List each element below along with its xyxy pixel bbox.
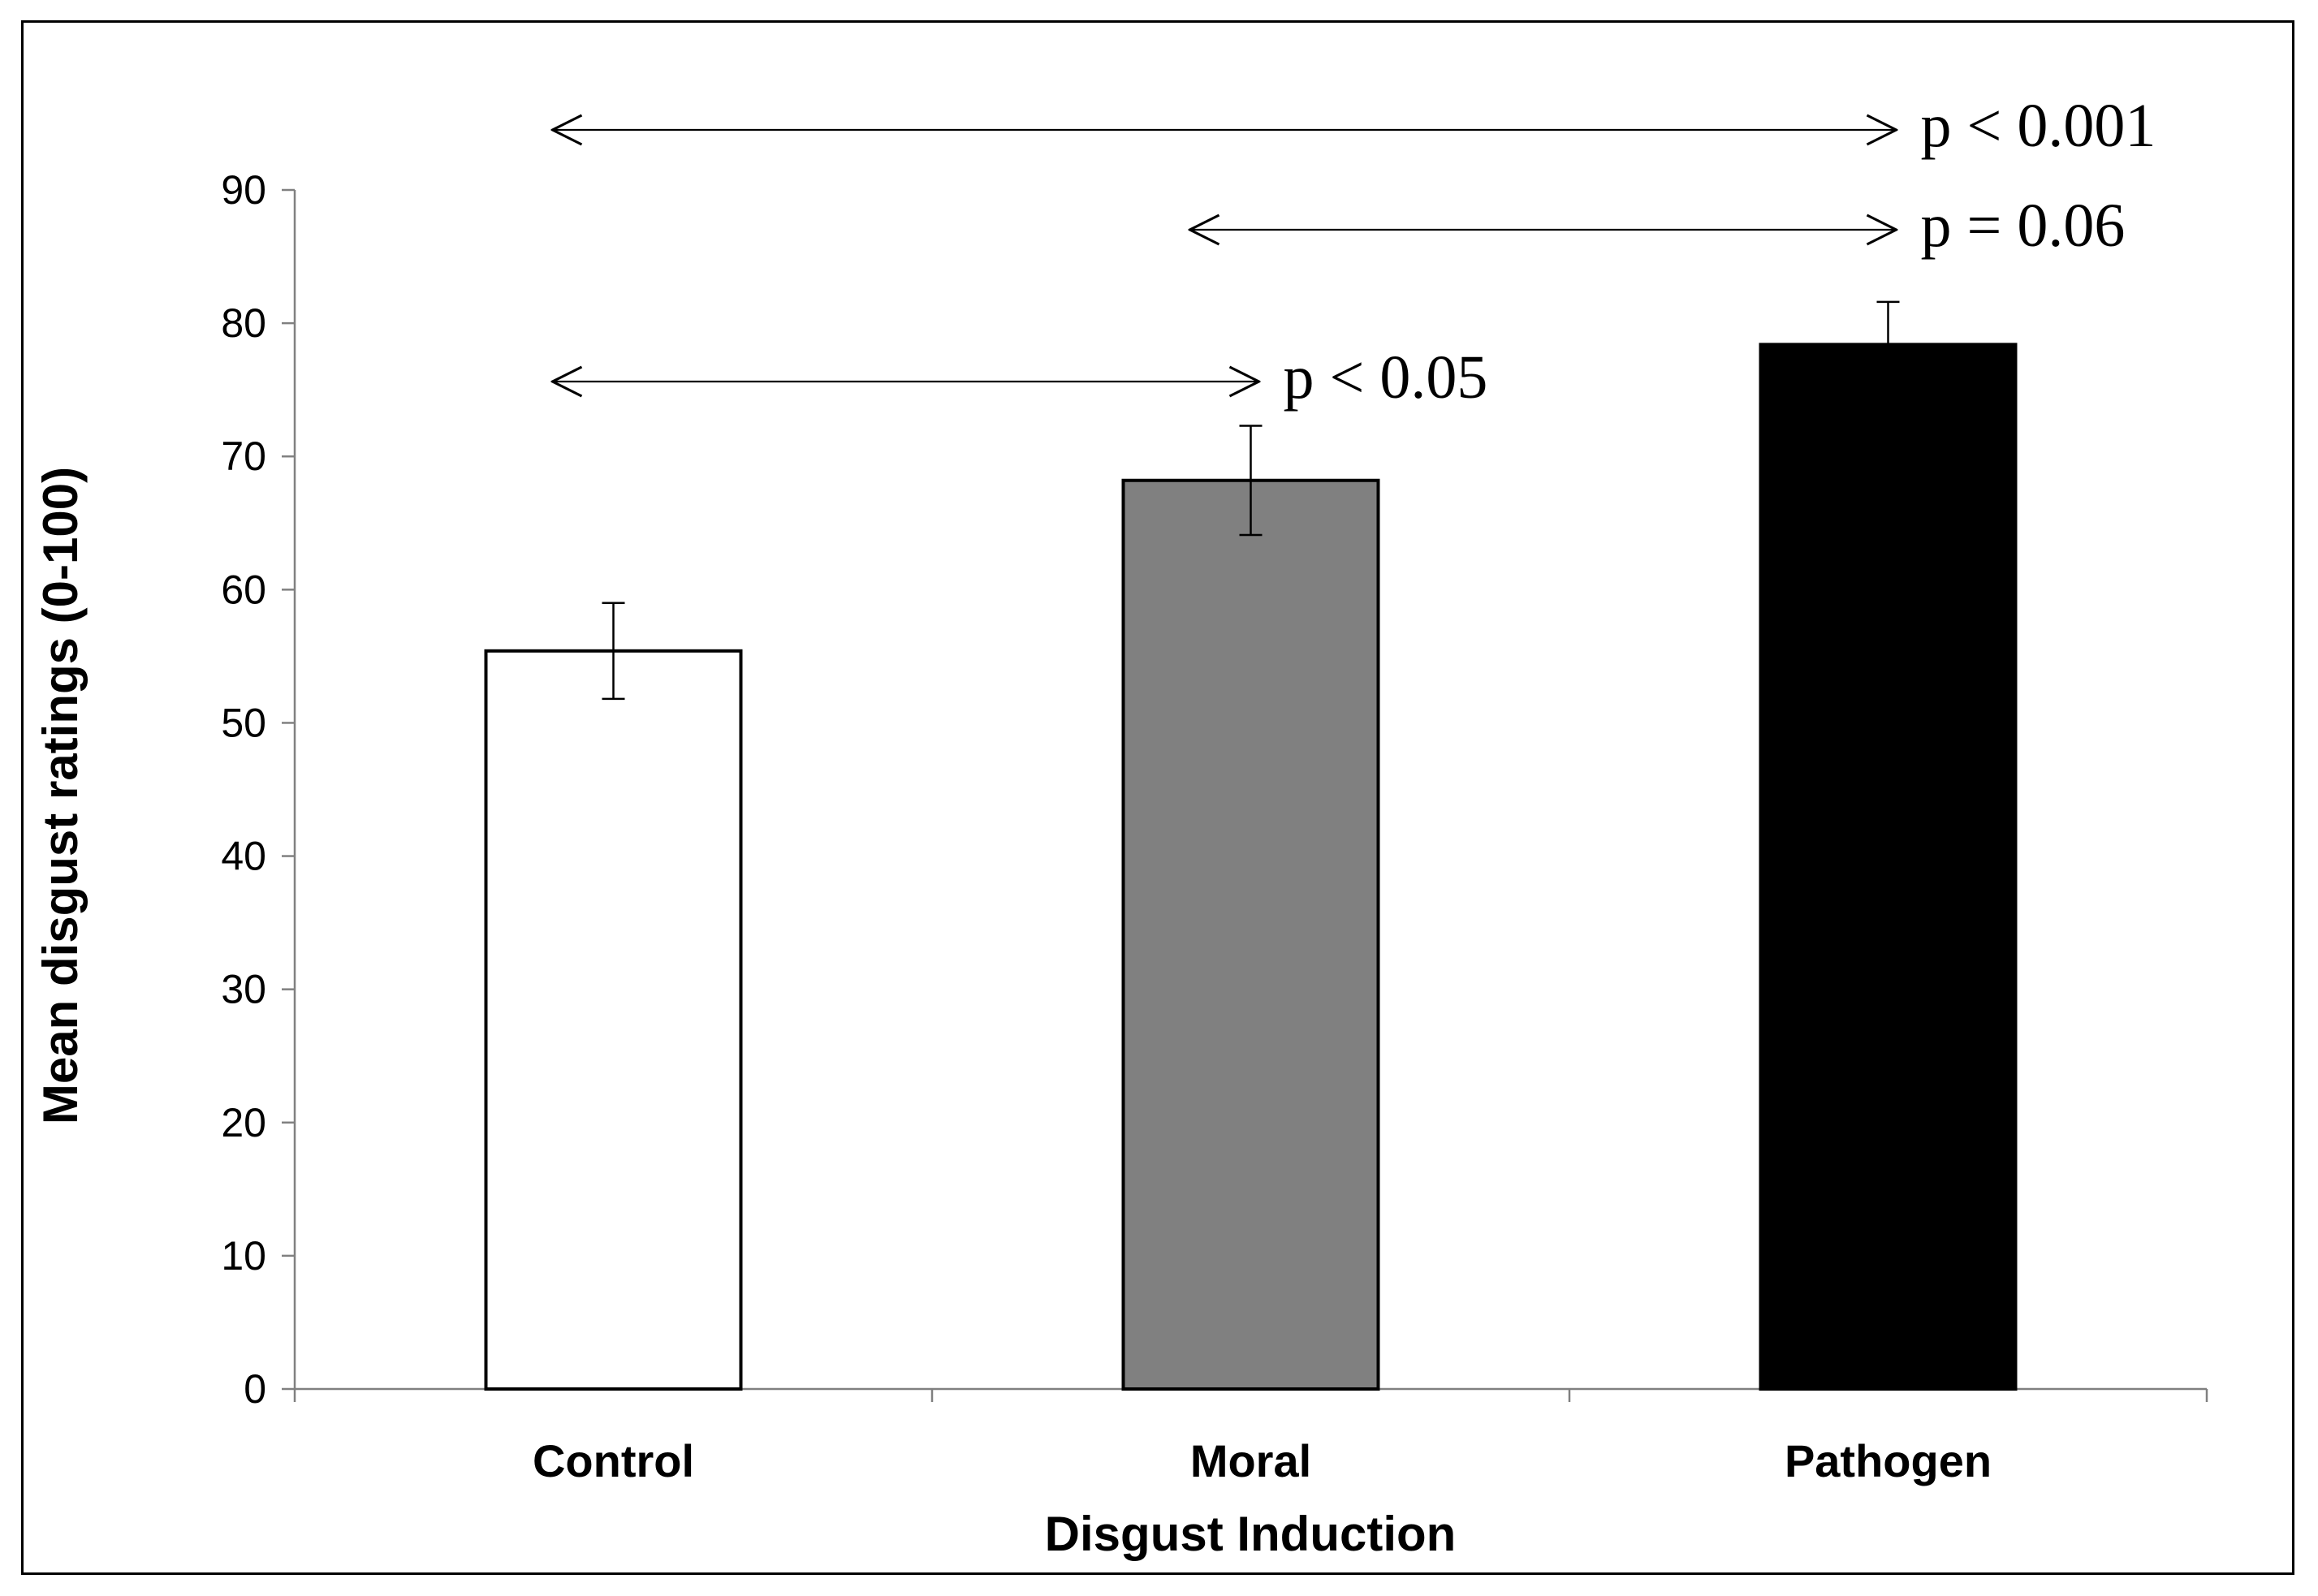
y-tick-label: 10	[221, 1233, 266, 1279]
p-value-label: p < 0.05	[1284, 343, 1488, 412]
x-axis-title: Disgust Induction	[1045, 1507, 1457, 1561]
p-value-label: p = 0.06	[1921, 192, 2126, 260]
y-tick-label: 20	[221, 1100, 266, 1145]
y-tick-label: 70	[221, 434, 266, 479]
error-bar	[1876, 300, 1900, 389]
y-tick-label: 80	[221, 300, 266, 346]
bar-pathogen	[1759, 343, 2018, 1391]
y-tick-label: 30	[221, 967, 266, 1012]
error-bar	[1239, 425, 1263, 537]
bar-control	[484, 649, 743, 1391]
error-bars	[602, 300, 1900, 701]
y-tick-label: 60	[221, 567, 266, 612]
bars	[484, 343, 2018, 1391]
error-bar	[602, 602, 625, 701]
x-category-label: Pathogen	[1785, 1435, 1992, 1486]
y-axis-title: Mean disgust ratings (0-100)	[33, 467, 88, 1124]
y-tick-label: 0	[244, 1366, 266, 1412]
x-axis: Control Moral Pathogen	[293, 1387, 2208, 1486]
p-value-label: p < 0.001	[1921, 92, 2156, 160]
y-tick-label: 40	[221, 834, 266, 879]
x-category-label: Moral	[1190, 1435, 1311, 1486]
y-axis: 0 10 20 30 40 50 60 70 80 90	[221, 167, 296, 1412]
y-tick-label: 90	[221, 167, 266, 213]
significance-annotations: p < 0.001 p = 0.06 p < 0.05	[553, 92, 2156, 412]
bar-moral	[1121, 478, 1380, 1391]
y-tick-label: 50	[221, 700, 266, 745]
x-category-label: Control	[533, 1435, 694, 1486]
